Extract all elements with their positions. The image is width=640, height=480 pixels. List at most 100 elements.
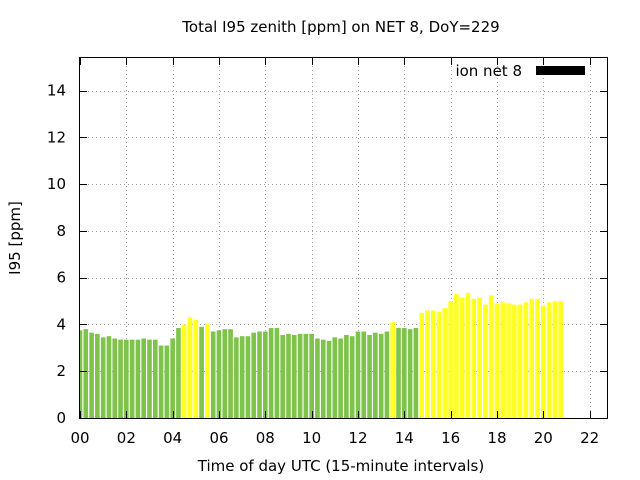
bar (164, 345, 170, 418)
legend-swatch (536, 66, 585, 75)
bar (430, 310, 436, 418)
bar (152, 339, 158, 418)
bar (280, 335, 286, 418)
x-tick-label: 10 (302, 429, 321, 447)
y-tick-label: 2 (56, 362, 66, 380)
bar (80, 330, 83, 418)
bar (234, 337, 239, 418)
bar (483, 304, 488, 418)
bar (367, 335, 372, 418)
bar (500, 302, 506, 418)
bar (529, 298, 535, 418)
bar (540, 305, 546, 418)
bar (124, 339, 129, 418)
bar (355, 331, 361, 418)
chart-title: Total I95 zenith [ppm] on NET 8, DoY=229 (181, 18, 499, 36)
x-tick-label: 22 (580, 429, 599, 447)
y-tick-labels: 0 2 4 6 8 10 12 14 (47, 82, 66, 427)
bar (228, 329, 233, 418)
y-tick-label: 0 (56, 409, 66, 427)
bar (390, 322, 396, 418)
bar (118, 339, 123, 418)
y-tick-label: 10 (47, 175, 66, 193)
bar (407, 329, 413, 418)
bar (210, 331, 216, 418)
bar (546, 302, 552, 418)
legend: ion net 8 (455, 62, 585, 80)
bar (378, 333, 384, 418)
x-tick-label: 12 (348, 429, 367, 447)
bar (436, 311, 442, 418)
bar (320, 339, 326, 418)
y-tick-label: 8 (56, 222, 66, 240)
bar (83, 329, 89, 418)
plot-frame (79, 57, 608, 419)
bar (442, 308, 448, 418)
x-tick-label: 04 (163, 429, 182, 447)
bar (135, 339, 141, 418)
bar (303, 333, 309, 418)
bar (297, 333, 303, 418)
bars (80, 292, 563, 418)
y-tick-label: 4 (56, 315, 66, 333)
bar (257, 331, 262, 418)
bar (216, 330, 222, 418)
bar (494, 303, 500, 418)
bar (332, 337, 338, 418)
bar (286, 333, 291, 418)
bar (506, 303, 511, 418)
bar (158, 345, 164, 418)
bar (315, 338, 320, 418)
bar (384, 331, 390, 418)
x-tick-label: 00 (70, 429, 89, 447)
bar (552, 301, 558, 418)
bar (558, 301, 563, 418)
bar (477, 297, 482, 418)
bar (170, 338, 175, 418)
bar (274, 328, 280, 418)
bar (199, 326, 204, 418)
x-axis-label: Time of day UTC (15-minute intervals) (197, 457, 484, 475)
x-tick-label: 18 (487, 429, 506, 447)
bar (268, 328, 274, 418)
bar (361, 331, 367, 418)
bar (344, 335, 349, 418)
bar (291, 335, 297, 418)
x-tick-label: 16 (441, 429, 460, 447)
y-axis-label: I95 [ppm] (6, 201, 24, 275)
bar (326, 340, 332, 418)
y-tick-label: 14 (47, 82, 66, 100)
bar (89, 332, 94, 418)
bar (112, 338, 118, 418)
bar (106, 336, 112, 418)
bar (425, 310, 430, 418)
bar (309, 333, 314, 418)
bar (251, 332, 257, 418)
bar (176, 328, 181, 418)
bar (535, 298, 540, 418)
y-tick-label: 12 (47, 128, 66, 146)
x-tick-label: 02 (117, 429, 136, 447)
bar (193, 319, 199, 418)
bar (141, 338, 147, 418)
x-tick-labels: 00 02 04 06 08 10 12 14 16 18 20 22 (70, 429, 599, 447)
bar (222, 329, 228, 418)
axis-ticks (80, 58, 607, 419)
bar (239, 336, 245, 418)
y-tick-label: 6 (56, 269, 66, 287)
bar (465, 292, 471, 418)
bar (373, 332, 378, 418)
legend-label: ion net 8 (455, 62, 522, 80)
bar (100, 337, 106, 418)
x-tick-label: 14 (395, 429, 414, 447)
bar (338, 338, 343, 418)
bar (413, 328, 419, 418)
bar (396, 328, 401, 418)
bar (459, 297, 465, 418)
x-tick-label: 08 (256, 429, 275, 447)
bar (147, 339, 152, 418)
bar (263, 331, 268, 418)
bar (349, 336, 355, 418)
bar (419, 312, 424, 418)
